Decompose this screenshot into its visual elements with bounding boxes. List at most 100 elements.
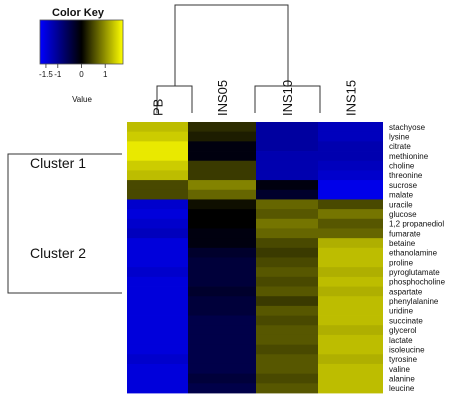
heatmap-cell <box>127 315 188 326</box>
heatmap-cell <box>188 334 256 346</box>
heatmap-cell <box>188 354 256 365</box>
color-key-tick-label: 0 <box>79 70 84 79</box>
heatmap-cell <box>127 209 188 220</box>
heatmap-cell <box>318 209 383 220</box>
column-label: PB <box>151 99 166 116</box>
heatmap-cell <box>318 151 383 162</box>
heatmap-cell <box>256 286 318 297</box>
column-labels: PB INS05 INS10 INS15 <box>151 80 359 116</box>
heatmap-cell <box>318 286 383 297</box>
heatmap-cell <box>188 267 256 278</box>
row-label: sucrose <box>389 181 418 190</box>
color-key-ticks: -1.5 -1 0 1 <box>39 64 108 79</box>
heatmap-cell <box>256 189 318 200</box>
row-label: stachyose <box>389 123 426 132</box>
heatmap-cell <box>188 296 256 307</box>
color-key-label: Value <box>72 95 92 104</box>
heatmap-cell <box>256 141 318 152</box>
heatmap-cell <box>318 160 383 171</box>
row-label: fumarate <box>389 229 421 238</box>
heatmap-cell <box>318 180 383 191</box>
heatmap-cell <box>318 170 383 181</box>
heatmap-cell <box>318 334 383 346</box>
heatmap-cell <box>318 257 383 268</box>
row-label: isoleucine <box>389 345 425 354</box>
row-label: pyroglutamate <box>389 268 440 277</box>
heatmap-cell <box>188 131 256 142</box>
cluster-2-label: Cluster 2 <box>30 245 86 261</box>
heatmap-cell <box>318 373 383 384</box>
row-label: threonine <box>389 171 423 180</box>
color-key-gradient <box>39 19 124 65</box>
color-key-tick-label: -1 <box>54 70 62 79</box>
heatmap-cell <box>127 373 188 384</box>
row-label: aspartate <box>389 287 423 296</box>
heatmap-cell <box>256 334 318 346</box>
column-label: INS05 <box>215 80 230 116</box>
row-label: valine <box>389 365 410 374</box>
heatmap-cell <box>188 170 256 181</box>
column-dendrogram-right <box>254 85 321 113</box>
row-label: ethanolamine <box>389 249 438 258</box>
row-dendrogram-root <box>7 153 122 294</box>
heatmap-cell <box>318 363 383 375</box>
heatmap-cell <box>318 276 383 287</box>
heatmap-cell <box>188 363 256 375</box>
row-label: alanine <box>389 374 415 383</box>
heatmap-cell <box>127 267 188 278</box>
heatmap-cell <box>256 199 318 210</box>
row-labels: stachyoselysinecitratemethioninecholinet… <box>389 123 446 393</box>
heatmap-cell <box>256 122 318 133</box>
heatmap-cell <box>318 247 383 258</box>
heatmap-cell <box>256 344 318 355</box>
heatmap-cell <box>188 141 256 152</box>
heatmap-cell <box>256 180 318 191</box>
row-label: lactate <box>389 336 413 345</box>
heatmap-cell <box>127 334 188 346</box>
heatmap-cell <box>318 354 383 365</box>
heatmap-cell <box>256 354 318 365</box>
heatmap-cell <box>188 122 256 133</box>
heatmap-cell <box>256 325 318 336</box>
row-label: lysine <box>389 133 410 142</box>
heatmap-cell <box>127 286 188 297</box>
heatmap-cell <box>188 344 256 355</box>
heatmap-cell <box>188 247 256 258</box>
heatmap-cell <box>127 131 188 142</box>
heatmap-cell <box>256 383 318 394</box>
heatmap-cell <box>127 305 188 316</box>
row-dendrogram <box>7 153 122 294</box>
heatmap-cell <box>256 276 318 287</box>
heatmap-cells <box>127 122 383 394</box>
heatmap-cell <box>188 383 256 394</box>
heatmap-cell <box>318 296 383 307</box>
heatmap-cell <box>127 354 188 365</box>
heatmap-cell <box>188 325 256 336</box>
heatmap-cell <box>256 131 318 142</box>
row-label: phenylalanine <box>389 297 439 306</box>
heatmap-cell <box>188 276 256 287</box>
heatmap-cell <box>127 228 188 239</box>
heatmap-cell <box>318 325 383 336</box>
heatmap-cell <box>318 315 383 326</box>
heatmap-cell <box>188 151 256 162</box>
row-label: citrate <box>389 142 411 151</box>
row-label: 1,2 propanediol <box>389 220 444 229</box>
heatmap-cell <box>188 160 256 171</box>
heatmap-cell <box>256 257 318 268</box>
heatmap-cell <box>127 151 188 162</box>
column-dendrogram-root <box>174 4 289 86</box>
row-label: choline <box>389 162 415 171</box>
row-label: phosphocholine <box>389 278 446 287</box>
color-key-title: Color Key <box>52 7 105 19</box>
heatmap-cell <box>256 373 318 384</box>
heatmap-cell <box>127 325 188 336</box>
heatmap-cell <box>256 305 318 316</box>
heatmap-cell <box>188 199 256 210</box>
heatmap-cell <box>188 315 256 326</box>
heatmap-cell <box>256 363 318 375</box>
heatmap-cell <box>188 286 256 297</box>
heatmap-cell <box>127 180 188 191</box>
row-label: leucine <box>389 384 415 393</box>
